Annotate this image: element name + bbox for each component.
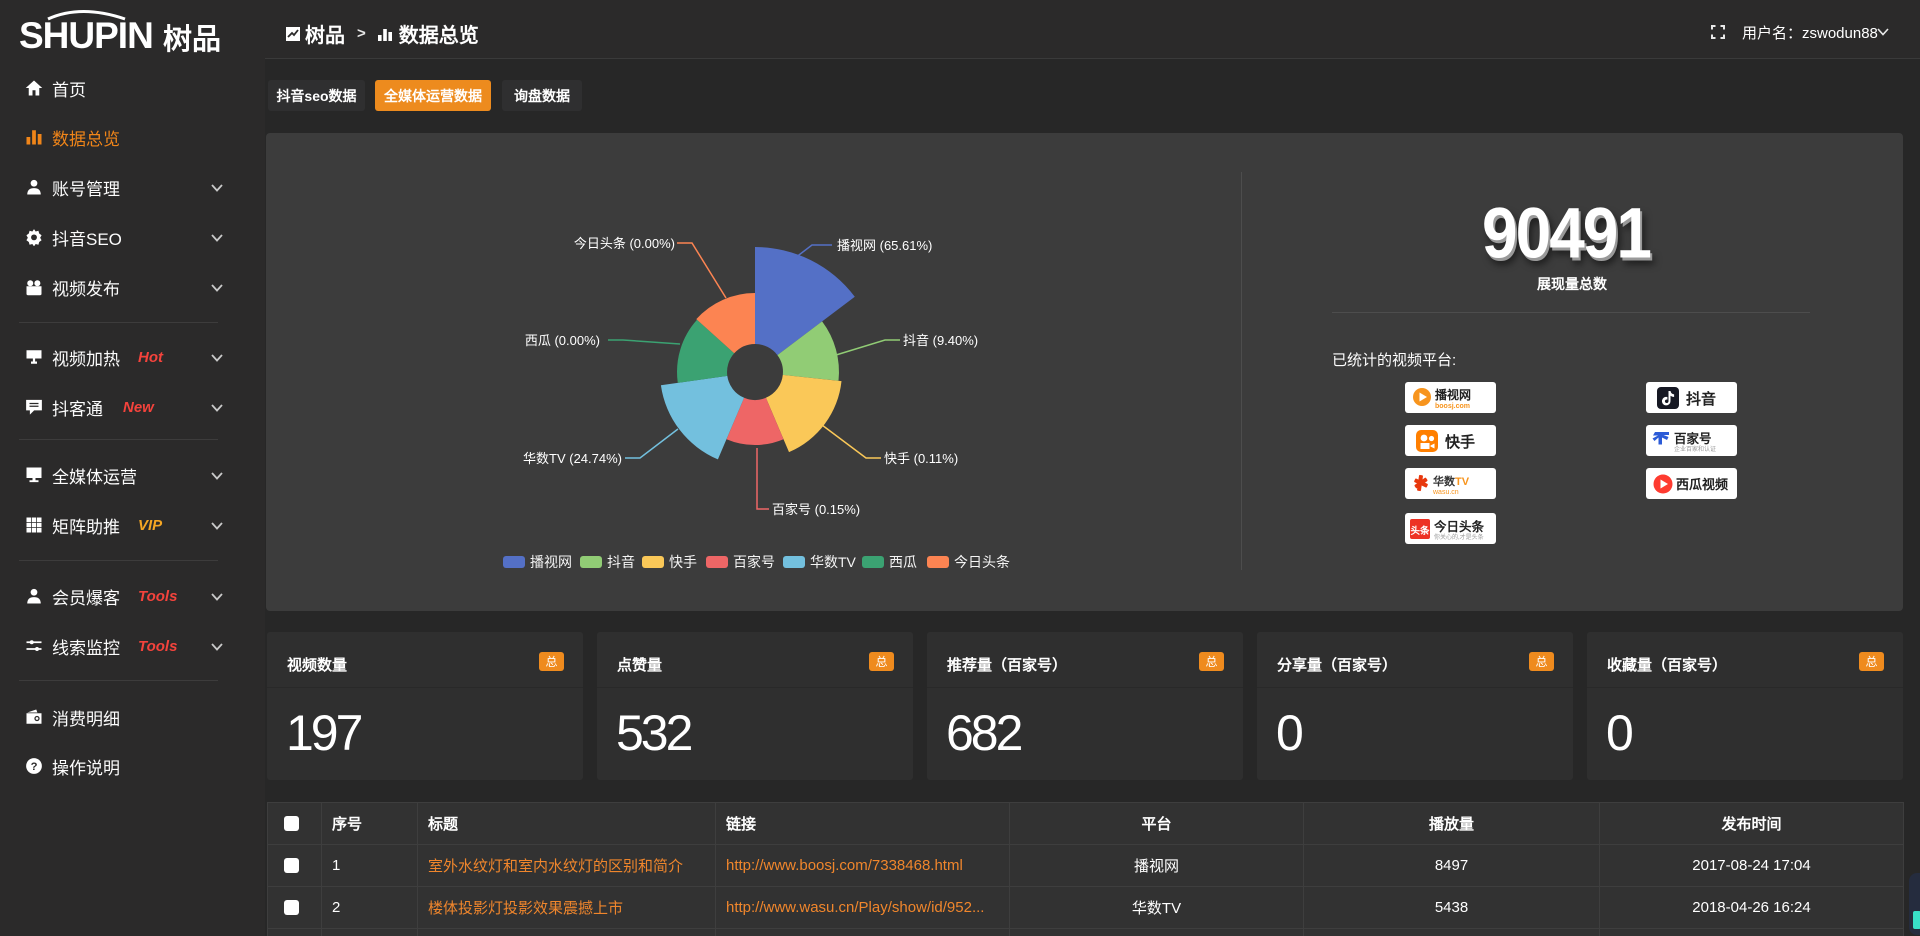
svg-text:百家号: 百家号 bbox=[1674, 431, 1712, 446]
svg-text:西瓜 (0.00%): 西瓜 (0.00%) bbox=[525, 333, 600, 348]
svg-text:?: ? bbox=[31, 761, 38, 773]
svg-text:SHUPIN: SHUPIN bbox=[19, 15, 153, 56]
svg-text:播视网 (65.61%): 播视网 (65.61%) bbox=[837, 238, 932, 253]
svg-text:抖音: 抖音 bbox=[607, 554, 635, 570]
svg-text:百家号 (0.15%): 百家号 (0.15%) bbox=[772, 502, 860, 517]
svg-text:抖音: 抖音 bbox=[1686, 390, 1716, 408]
svg-text:快手 (0.11%): 快手 (0.11%) bbox=[884, 451, 958, 466]
svg-text:华数TV: 华数TV bbox=[1433, 474, 1470, 488]
svg-text:你关心的,才是头条: 你关心的,才是头条 bbox=[1434, 533, 1484, 541]
svg-text:播视网: 播视网 bbox=[1435, 387, 1471, 402]
svg-text:抖音 (9.40%): 抖音 (9.40%) bbox=[903, 333, 978, 348]
svg-text:wasu.cn: wasu.cn bbox=[1432, 489, 1459, 496]
svg-text:快手: 快手 bbox=[1445, 433, 1475, 451]
svg-text:头条: 头条 bbox=[1410, 525, 1430, 537]
svg-text:华数TV: 华数TV bbox=[810, 554, 857, 570]
svg-text:今日头条: 今日头条 bbox=[954, 554, 1010, 570]
svg-text:今日头条: 今日头条 bbox=[1433, 519, 1485, 534]
svg-text:快手: 快手 bbox=[669, 554, 697, 570]
svg-text:boosj.com: boosj.com bbox=[1435, 403, 1470, 410]
svg-text:百家号: 百家号 bbox=[733, 554, 775, 570]
svg-text:播视网: 播视网 bbox=[530, 554, 572, 570]
svg-text:企业百家和认证: 企业百家和认证 bbox=[1674, 445, 1716, 453]
svg-text:西瓜视频: 西瓜视频 bbox=[1676, 477, 1728, 492]
svg-text:树品: 树品 bbox=[163, 23, 221, 56]
svg-text:西瓜: 西瓜 bbox=[889, 554, 917, 570]
svg-text:今日头条 (0.00%): 今日头条 (0.00%) bbox=[574, 236, 675, 251]
svg-text:华数TV (24.74%): 华数TV (24.74%) bbox=[523, 451, 622, 466]
